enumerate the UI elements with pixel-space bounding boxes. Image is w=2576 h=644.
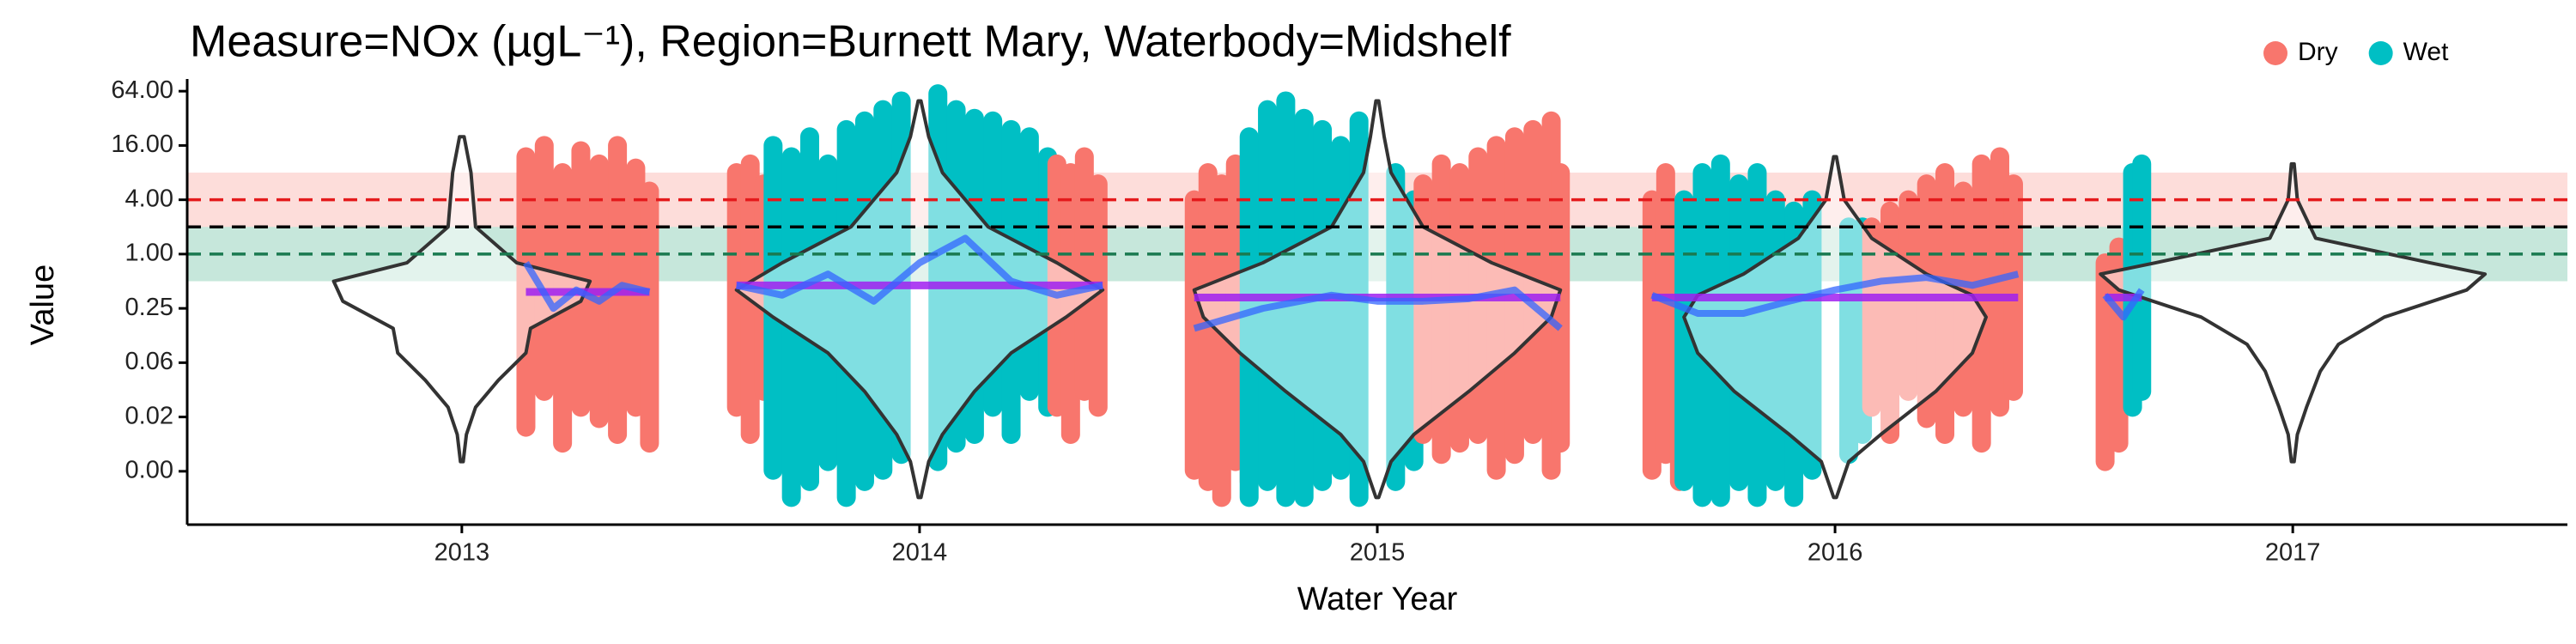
smooth-line (523, 261, 651, 313)
smooth-line (2102, 288, 2145, 321)
x-axis-title: Water Year (1297, 581, 1458, 617)
legend-swatch (2368, 41, 2393, 65)
y-tick-label: 4.00 (125, 185, 173, 212)
y-tick-label: 16.00 (111, 131, 173, 158)
legend-swatch (2263, 41, 2287, 65)
chart-title: Measure=NOx (µgL⁻¹), Region=Burnett Mary… (190, 17, 1511, 67)
legend-label: Wet (2403, 38, 2449, 66)
x-tick-label: 2016 (1807, 539, 1863, 567)
y-axis-title: Value (25, 264, 61, 345)
smooth-line (1193, 286, 1563, 332)
y-tick-label: 64.00 (111, 76, 173, 104)
y-tick-label: 0.25 (125, 294, 173, 321)
y-tick-label: 1.00 (125, 240, 173, 267)
violin (1682, 155, 1988, 500)
x-tick-label: 2017 (2265, 539, 2321, 567)
smooth-line (735, 234, 1103, 305)
y-tick-label: 0.02 (125, 402, 173, 429)
legend-label: Dry (2298, 38, 2338, 66)
smooth-line (1650, 270, 2020, 317)
x-tick-label: 2015 (1350, 539, 1406, 567)
x-tick-label: 2013 (434, 539, 490, 567)
y-tick-label: 0.00 (125, 457, 173, 484)
violin (2099, 161, 2488, 464)
violin (734, 99, 1105, 500)
violin (331, 135, 592, 464)
x-tick-label: 2014 (892, 539, 948, 567)
y-tick-label: 0.06 (125, 348, 173, 375)
